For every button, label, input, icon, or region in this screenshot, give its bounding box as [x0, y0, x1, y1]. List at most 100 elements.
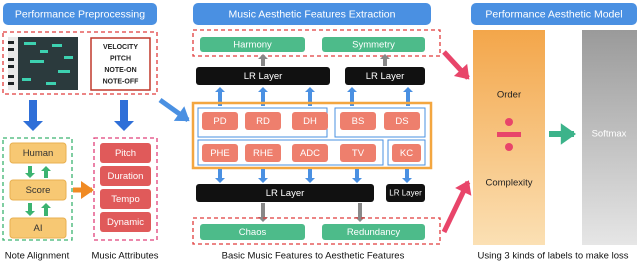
lr-layer-box [345, 67, 425, 85]
dashed-group [93, 137, 158, 241]
arrow [215, 87, 225, 106]
alignment-box [9, 217, 67, 239]
music-attribute-box [100, 143, 151, 163]
arrow-head [81, 181, 94, 199]
arrow [402, 169, 412, 183]
attribute-label: NOTE-OFF [103, 78, 139, 85]
basic-feature-box [245, 144, 281, 162]
dashed-group [2, 31, 158, 95]
basic-feature: ADC [300, 148, 320, 159]
dashed-group [2, 137, 73, 241]
aesthetic-feature: Symmetry [352, 40, 395, 51]
model-label: Complexity [486, 178, 533, 189]
arrow [114, 100, 134, 131]
basic-feature: DS [395, 116, 408, 127]
arrow [215, 169, 225, 183]
music-attribute-box [100, 166, 151, 186]
feature-subgroup [334, 107, 426, 138]
divide-bar [497, 132, 521, 137]
basic-feature: KC [400, 148, 413, 159]
alignment-box [9, 142, 67, 164]
music-attribute-box [100, 212, 151, 232]
alignment: AI [34, 223, 43, 234]
basic-feature-box [292, 112, 328, 130]
lr-layer: LR Layer [366, 71, 405, 82]
arrow-head [453, 63, 470, 80]
arrow [23, 100, 43, 131]
alignment: Human [23, 148, 54, 159]
aesthetic-feature-box [322, 37, 425, 52]
aesthetic-feature: Chaos [239, 227, 267, 238]
feature-subgroup [387, 139, 426, 166]
arrow-head [173, 106, 190, 122]
piano-roll [8, 37, 78, 90]
alignment-box [9, 179, 67, 201]
feature-subgroup [197, 139, 384, 166]
arrow [258, 203, 268, 222]
basic-feature: DH [303, 116, 317, 127]
caption: Using 3 kinds of labels to make loss [477, 251, 628, 262]
dashed-group [192, 29, 441, 57]
music-attribute: Pitch [115, 148, 136, 159]
section-header: Music Aesthetic Features Extraction [229, 8, 396, 20]
feature-group [191, 101, 433, 170]
section-header-box [193, 3, 431, 25]
music-attribute-box [100, 189, 151, 209]
caption: Music Attributes [91, 251, 158, 262]
aesthetic-feature: Harmony [233, 40, 272, 51]
section-header-box [3, 3, 157, 25]
basic-feature: PHE [210, 148, 230, 159]
lr-layer-box [196, 67, 330, 85]
divide-dot [505, 143, 513, 151]
music-attribute: Duration [108, 171, 144, 182]
basic-feature: PD [213, 116, 226, 127]
basic-feature-box [202, 144, 238, 162]
basic-feature-box [245, 112, 281, 130]
basic-feature: TV [352, 148, 365, 159]
arrow [355, 203, 365, 222]
arrow [352, 169, 362, 183]
lr-layer-box [196, 184, 374, 202]
caption: Basic Music Features to Aesthetic Featur… [222, 251, 405, 262]
attributes-card [90, 37, 151, 91]
divide-dot [505, 118, 513, 126]
arrow-head [560, 123, 576, 145]
caption: Note Alignment [5, 251, 70, 262]
alignment: Score [26, 185, 51, 196]
basic-feature-box [292, 144, 328, 162]
arrow-head [455, 180, 472, 196]
lr-layer: LR Layer [244, 71, 283, 82]
arrow [258, 54, 268, 66]
aesthetic-feature: Redundancy [347, 227, 401, 238]
arrow [25, 203, 35, 216]
music-attribute: Dynamic [107, 217, 144, 228]
arrow [305, 169, 315, 183]
dashed-group [192, 217, 441, 245]
arrow [305, 87, 315, 106]
arrow [347, 87, 357, 106]
basic-feature-box [384, 112, 420, 130]
attribute-label: NOTE-ON [104, 67, 136, 74]
arrow [403, 87, 413, 106]
arrow [41, 203, 51, 216]
basic-feature-box [340, 112, 376, 130]
music-attribute: Tempo [111, 194, 140, 205]
arrow [25, 166, 35, 178]
basic-feature-box [340, 144, 376, 162]
attribute-label: PITCH [110, 55, 131, 62]
aesthetic-model [473, 30, 545, 245]
section-header: Performance Aesthetic Model [485, 8, 622, 20]
arrow [258, 87, 268, 106]
lr-layer: LR Layer [389, 189, 422, 198]
basic-feature: BS [352, 116, 365, 127]
basic-feature: RD [256, 116, 270, 127]
attribute-label: VELOCITY [103, 44, 138, 51]
section-header-box [471, 3, 637, 25]
lr-layer: LR Layer [266, 188, 305, 199]
aesthetic-feature-box [322, 224, 425, 240]
arrow [380, 54, 390, 66]
arrow [41, 166, 51, 178]
aesthetic-feature-box [200, 224, 305, 240]
